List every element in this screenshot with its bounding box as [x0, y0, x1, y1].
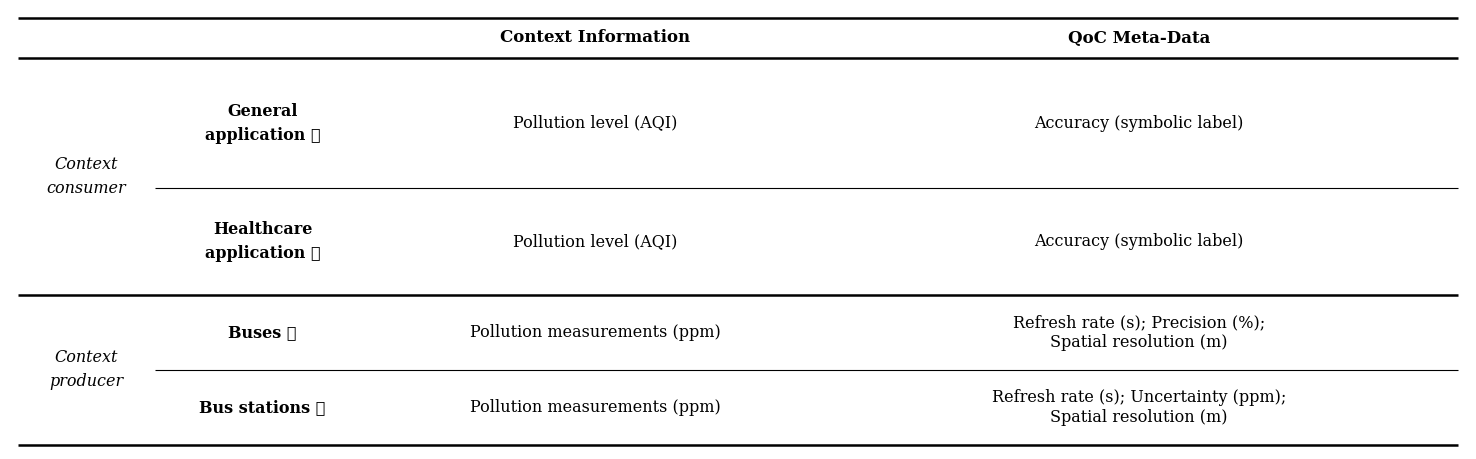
Text: Accuracy (symbolic label): Accuracy (symbolic label) — [1035, 233, 1244, 250]
Text: Refresh rate (s); Uncertainty (ppm);: Refresh rate (s); Uncertainty (ppm); — [992, 389, 1286, 406]
Text: Accuracy (symbolic label): Accuracy (symbolic label) — [1035, 114, 1244, 131]
Text: General: General — [227, 102, 298, 119]
Text: Context: Context — [55, 156, 118, 173]
Text: application Ⓐ: application Ⓐ — [205, 127, 320, 144]
Text: QoC Meta-Data: QoC Meta-Data — [1067, 29, 1210, 46]
Text: application Ⓑ: application Ⓑ — [205, 245, 320, 262]
Text: Context Information: Context Information — [500, 29, 691, 46]
Text: Buses Ⓒ: Buses Ⓒ — [229, 324, 297, 341]
Text: Context: Context — [55, 349, 118, 366]
Text: Spatial resolution (m): Spatial resolution (m) — [1051, 334, 1228, 351]
Text: consumer: consumer — [47, 180, 127, 197]
Text: Spatial resolution (m): Spatial resolution (m) — [1051, 409, 1228, 426]
Text: Pollution level (AQI): Pollution level (AQI) — [512, 233, 677, 250]
Text: producer: producer — [49, 374, 124, 391]
Text: Refresh rate (s); Precision (%);: Refresh rate (s); Precision (%); — [1013, 314, 1265, 331]
Text: Pollution measurements (ppm): Pollution measurements (ppm) — [469, 399, 720, 416]
Text: Pollution measurements (ppm): Pollution measurements (ppm) — [469, 324, 720, 341]
Text: Bus stations Ⓓ: Bus stations Ⓓ — [199, 399, 326, 416]
Text: Healthcare: Healthcare — [213, 221, 313, 238]
Text: Pollution level (AQI): Pollution level (AQI) — [512, 114, 677, 131]
